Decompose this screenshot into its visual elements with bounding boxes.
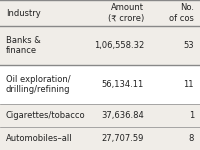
Text: 1: 1: [189, 111, 194, 120]
Text: Oil exploration/
drilling/refining: Oil exploration/ drilling/refining: [6, 75, 71, 94]
Text: 53: 53: [183, 41, 194, 50]
Text: Amount
(₹ crore): Amount (₹ crore): [108, 3, 144, 23]
Text: 27,707.59: 27,707.59: [102, 134, 144, 143]
Text: Banks &
finance: Banks & finance: [6, 36, 41, 56]
Text: 56,134.11: 56,134.11: [102, 80, 144, 89]
Text: 37,636.84: 37,636.84: [101, 111, 144, 120]
Text: Cigarettes/tobacco: Cigarettes/tobacco: [6, 111, 86, 120]
Text: Industry: Industry: [6, 9, 41, 18]
Bar: [0, 65, 200, 104]
Bar: [0, 0, 200, 26]
Bar: [0, 127, 200, 150]
Text: Automobiles–all: Automobiles–all: [6, 134, 73, 143]
Text: 11: 11: [184, 80, 194, 89]
Text: 1,06,558.32: 1,06,558.32: [94, 41, 144, 50]
Bar: [0, 104, 200, 127]
Bar: [0, 26, 200, 65]
Text: 8: 8: [189, 134, 194, 143]
Text: No.
of cos: No. of cos: [169, 3, 194, 23]
